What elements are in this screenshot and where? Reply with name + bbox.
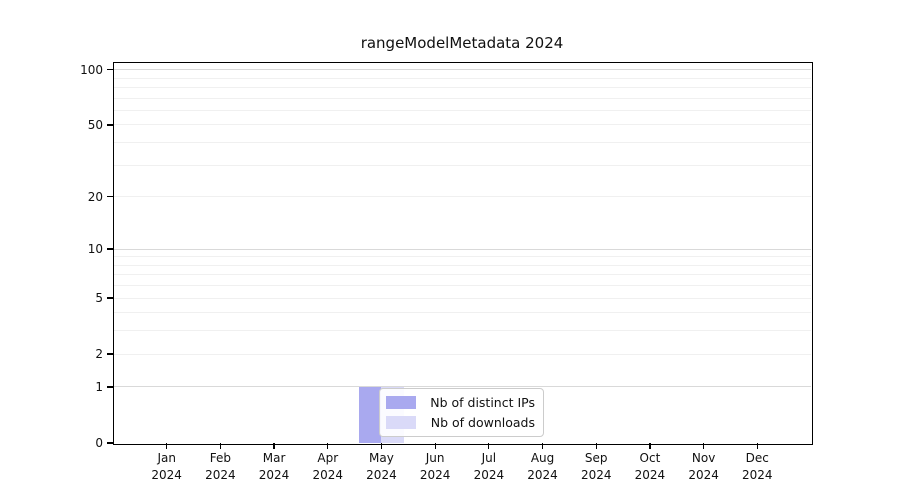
x-axis-tick [434, 443, 436, 449]
gridline-minor [113, 77, 811, 79]
x-axis-tick-label: May 2024 [366, 451, 397, 482]
y-axis-tick-label: 5 [95, 291, 103, 306]
y-axis-tick [107, 442, 113, 444]
y-axis-tick-label: 0 [95, 436, 103, 450]
x-axis-tick-label: Sep 2024 [580, 451, 612, 482]
gridline-minor [113, 256, 811, 258]
gridline-minor [113, 274, 811, 276]
x-axis-tick-label: Mar 2024 [258, 451, 290, 482]
x-axis-tick-label: Jul 2024 [473, 451, 505, 482]
gridline-minor [113, 285, 811, 287]
y-axis-tick-label: 2 [95, 347, 103, 362]
chart-title: rangeModelMetadata 2024 [360, 34, 564, 52]
gridline-minor [113, 297, 811, 299]
gridline-major [113, 248, 811, 250]
y-axis-tick-label: 100 [80, 62, 103, 77]
gridline-minor [113, 86, 811, 88]
x-axis-tick-label: Oct 2024 [634, 451, 666, 482]
x-axis-tick-label: Apr 2024 [312, 451, 344, 482]
gridline-minor [113, 142, 811, 144]
x-axis-tick [219, 443, 222, 449]
gridline-minor [113, 97, 811, 99]
legend-label-nb-of-downloads: Nb of downloads [430, 414, 535, 430]
x-axis-tick-label: Jan 2024 [151, 451, 182, 482]
y-axis-tick-label: 20 [87, 189, 103, 204]
x-axis-tick [166, 443, 168, 449]
x-axis-tick [380, 443, 383, 449]
x-axis-tick [327, 443, 329, 449]
x-axis-tick [541, 443, 544, 449]
bar-nb-of-distinct-ips [358, 386, 382, 443]
y-axis-tick [107, 196, 113, 198]
x-axis-tick [488, 443, 490, 449]
y-axis-tick [107, 68, 113, 71]
x-axis-tick [595, 443, 597, 449]
gridline-minor [113, 353, 811, 355]
gridline-minor [113, 164, 811, 166]
gridline-major [113, 69, 811, 71]
gridline-minor [113, 264, 811, 266]
gridline-minor [113, 330, 811, 332]
y-axis-tick [107, 353, 113, 355]
x-axis-tick-label: Feb 2024 [205, 451, 236, 482]
x-axis-tick [756, 443, 758, 449]
legend-item-nb-of-distinct-ips: Nb of distinct IPs [386, 393, 535, 412]
legend-swatch-nb-of-downloads [386, 415, 416, 429]
gridline-minor [113, 109, 811, 111]
gridline-minor [113, 312, 811, 314]
x-axis-tick-label: Dec 2024 [742, 451, 773, 482]
gridline-minor [113, 196, 811, 198]
y-axis-tick [107, 386, 113, 388]
y-axis-tick-label: 10 [87, 242, 103, 256]
x-axis-tick [273, 443, 275, 449]
gridline-minor [113, 124, 811, 126]
x-axis-tick-label: Nov 2024 [688, 451, 719, 482]
y-axis-tick [107, 124, 113, 126]
x-axis-tick-label: Aug 2024 [527, 451, 558, 482]
x-axis-tick [649, 443, 651, 449]
legend-label-nb-of-distinct-ips: Nb of distinct IPs [430, 395, 535, 411]
y-axis-tick [107, 248, 113, 250]
y-axis-tick-label: 1 [95, 379, 103, 394]
x-axis-tick [702, 443, 705, 449]
legend: Nb of distinct IPs Nb of downloads [379, 388, 544, 437]
y-axis-tick [107, 297, 113, 299]
x-axis-tick-label: Jun 2024 [419, 451, 451, 482]
legend-swatch-nb-of-distinct-ips [386, 396, 416, 410]
legend-item-nb-of-downloads: Nb of downloads [386, 413, 535, 432]
y-axis-tick-label: 50 [87, 117, 103, 132]
